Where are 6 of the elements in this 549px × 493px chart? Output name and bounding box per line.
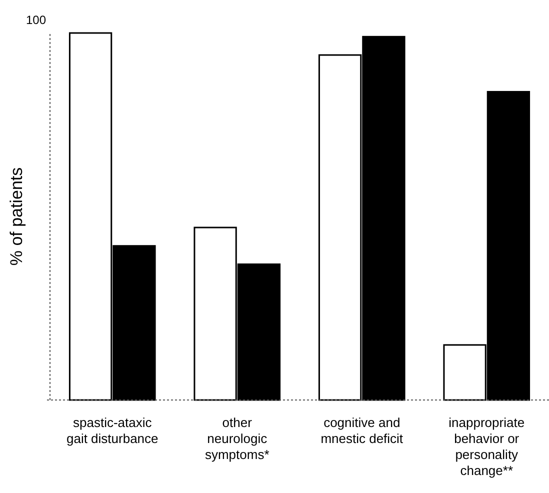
x-tick-label: other neurologic symptoms*	[204, 415, 270, 462]
y-axis-title: % of patients	[7, 167, 26, 266]
x-tick-label: cognitive and mnestic deficit	[320, 415, 404, 446]
x-tick-label: inappropriate behavior or personality change**	[448, 415, 525, 478]
x-tick-label: spastic-ataxic gait disturbance	[66, 415, 158, 446]
text: 100	[26, 13, 46, 27]
